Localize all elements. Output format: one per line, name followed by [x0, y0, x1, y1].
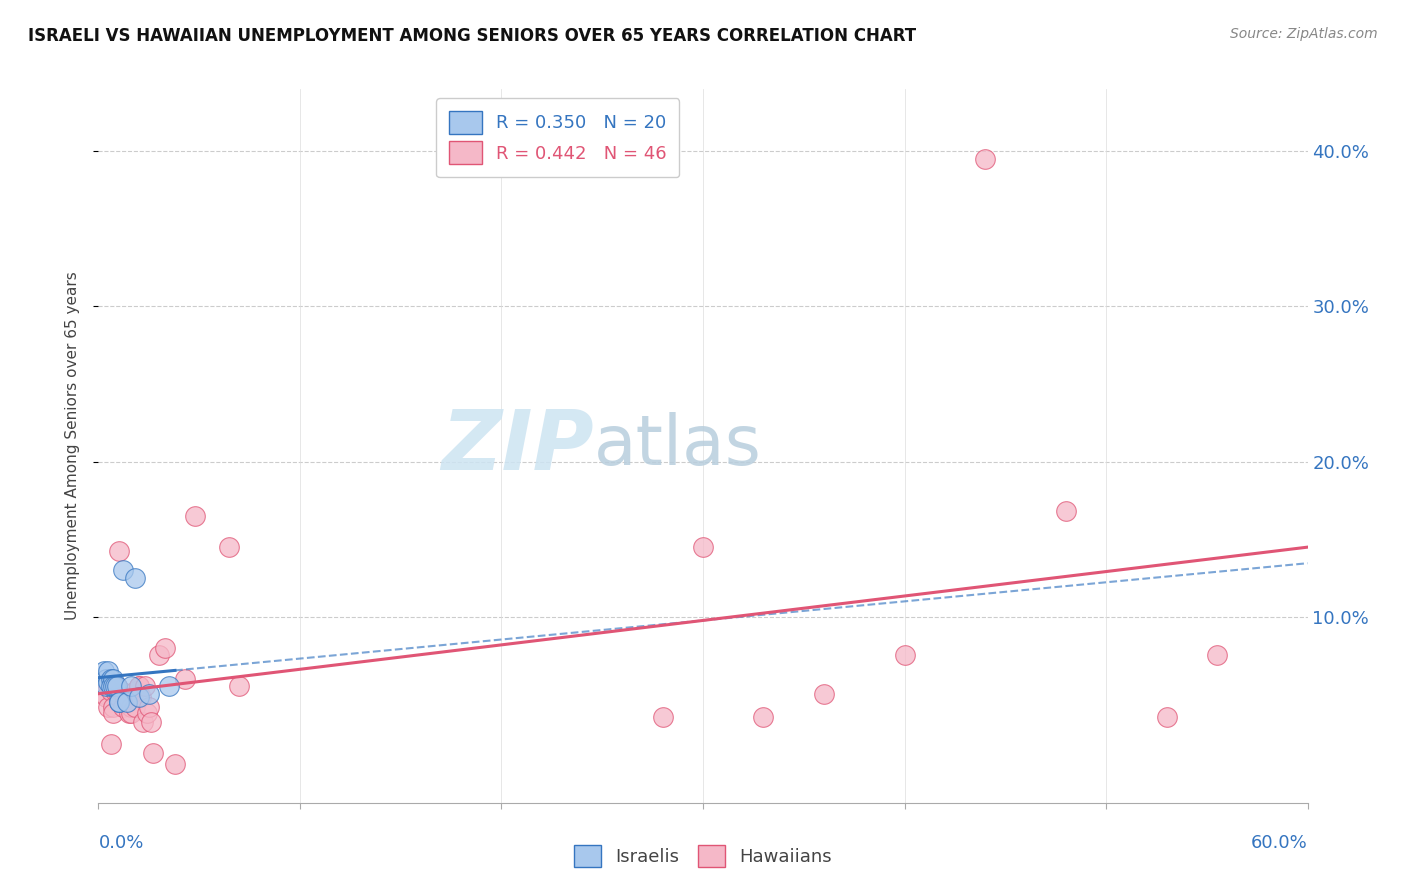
Point	[163, 757, 186, 772]
Point	[184, 508, 207, 523]
Text: ZIP: ZIP	[441, 406, 595, 486]
Text: Source: ZipAtlas.com: Source: ZipAtlas.com	[1230, 27, 1378, 41]
Point	[128, 680, 150, 694]
Point	[134, 680, 156, 694]
Point	[100, 684, 122, 698]
Point	[124, 571, 146, 585]
Point	[974, 152, 997, 166]
Point	[129, 690, 152, 705]
Y-axis label: Unemployment Among Seniors over 65 years: Unemployment Among Seniors over 65 years	[65, 272, 80, 620]
Point	[174, 672, 197, 686]
Point	[96, 680, 118, 694]
Text: 0.0%: 0.0%	[98, 834, 143, 852]
Point	[139, 715, 162, 730]
Point	[128, 690, 150, 705]
Point	[692, 540, 714, 554]
Point	[100, 680, 122, 694]
Point	[105, 680, 128, 694]
Point	[93, 687, 115, 701]
Point	[115, 690, 138, 705]
Point	[651, 710, 673, 724]
Point	[142, 746, 165, 760]
Point	[96, 690, 118, 705]
Point	[120, 699, 142, 714]
Point	[97, 680, 120, 694]
Point	[1206, 648, 1229, 663]
Point	[228, 680, 250, 694]
Point	[110, 684, 132, 698]
Point	[893, 648, 915, 663]
Point	[100, 672, 122, 686]
Point	[101, 672, 124, 686]
Point	[107, 695, 129, 709]
Point	[107, 544, 129, 558]
Point	[103, 684, 125, 698]
Point	[107, 690, 129, 705]
Point	[111, 563, 134, 577]
Point	[128, 680, 150, 694]
Point	[101, 706, 124, 720]
Point	[153, 640, 176, 655]
Text: ISRAELI VS HAWAIIAN UNEMPLOYMENT AMONG SENIORS OVER 65 YEARS CORRELATION CHART: ISRAELI VS HAWAIIAN UNEMPLOYMENT AMONG S…	[28, 27, 917, 45]
Point	[157, 680, 180, 694]
Point	[101, 699, 124, 714]
Point	[138, 699, 160, 714]
Point	[93, 664, 115, 678]
Point	[138, 687, 160, 701]
Point	[813, 687, 835, 701]
Point	[124, 699, 146, 714]
Point	[124, 684, 146, 698]
Point	[115, 695, 138, 709]
Point	[103, 680, 125, 694]
Point	[101, 680, 124, 694]
Point	[96, 672, 118, 686]
Point	[148, 648, 170, 663]
Text: 60.0%: 60.0%	[1251, 834, 1308, 852]
Point	[107, 695, 129, 709]
Point	[97, 664, 120, 678]
Point	[135, 706, 157, 720]
Point	[111, 699, 134, 714]
Point	[97, 699, 120, 714]
Point	[752, 710, 775, 724]
Point	[218, 540, 240, 554]
Point	[1054, 504, 1077, 518]
Point	[1156, 710, 1178, 724]
Point	[114, 690, 136, 705]
Point	[120, 680, 142, 694]
Point	[100, 737, 122, 751]
Text: atlas: atlas	[595, 412, 762, 480]
Point	[132, 715, 155, 730]
Legend: Israelis, Hawaiians: Israelis, Hawaiians	[565, 836, 841, 876]
Point	[97, 674, 120, 689]
Point	[105, 680, 128, 694]
Point	[118, 706, 141, 720]
Point	[120, 706, 142, 720]
